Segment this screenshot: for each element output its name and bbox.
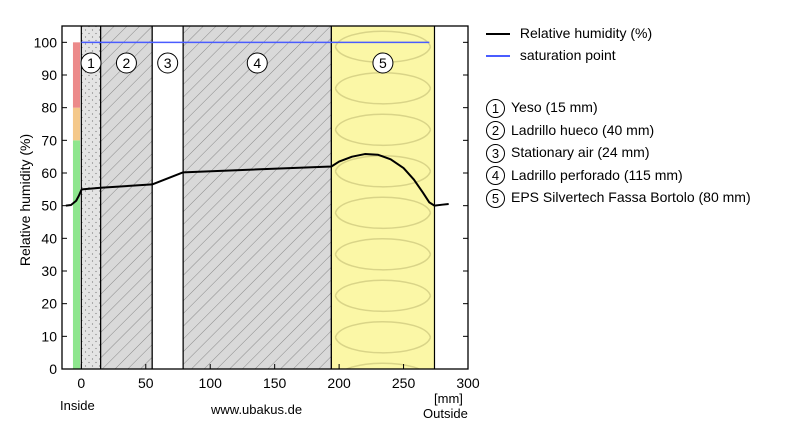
layer-number-badge: 3 xyxy=(486,143,505,163)
y-tick-label: 20 xyxy=(41,296,57,312)
layer-number-text: 5 xyxy=(379,55,387,71)
y-tick-label: 10 xyxy=(41,328,57,344)
y-tick-label: 70 xyxy=(41,132,57,148)
layer-number-labels: 1 2 3 4 5 xyxy=(80,52,394,74)
layer-rect xyxy=(152,26,184,369)
wall-layers xyxy=(80,26,436,369)
layer-legend-item: 4 Ladrillo perforado (115 mm) xyxy=(486,164,751,187)
y-tick-label: 50 xyxy=(41,198,57,214)
layer-number-text: 1 xyxy=(87,55,95,71)
x-tick-label: 100 xyxy=(199,375,223,391)
layer-number-badge: 2 xyxy=(486,121,505,141)
outside-label: Outside xyxy=(423,406,468,421)
x-tick-label: 50 xyxy=(138,375,154,391)
layer-number-circle xyxy=(80,52,102,74)
layer-number-text: 2 xyxy=(123,55,131,71)
layer-number-badge: 5 xyxy=(486,188,505,208)
layer-number-badge: 4 xyxy=(486,166,505,186)
legend-label-saturation: saturation point xyxy=(519,47,616,63)
source-label: www.ubakus.de xyxy=(211,402,303,417)
relative-humidity-line xyxy=(65,153,449,207)
x-unit-label: [mm] xyxy=(434,391,463,406)
y-tick-label: 30 xyxy=(41,263,57,279)
y-tick-label: 60 xyxy=(41,165,57,181)
inside-label: Inside xyxy=(60,398,95,413)
risk-bands xyxy=(72,42,81,369)
y-tick-label: 0 xyxy=(49,361,57,377)
axis-ticks: 0 10 20 30 40 50 60 70 80 90 100 0 50 100 150 200 250 300 xyxy=(34,34,480,391)
legend-label-rh: Relative humidity (%) xyxy=(519,25,653,41)
layer-legend-item: 5 EPS Silvertech Fassa Bortolo (80 mm) xyxy=(486,186,751,209)
layer-legend-label: Yeso (15 mm) xyxy=(511,99,598,115)
layer-rect xyxy=(100,26,153,369)
legend-swatch-saturation xyxy=(486,55,510,58)
layer-legend-label: Ladrillo hueco (40 mm) xyxy=(511,121,655,138)
layer-legend-item: 3 Stationary air (24 mm) xyxy=(486,141,751,164)
layer-rect xyxy=(183,26,332,369)
x-tick-label: 250 xyxy=(392,375,416,391)
layer-legend-item: 1 Yeso (15 mm) xyxy=(486,96,751,119)
layer-number-text: 3 xyxy=(164,55,172,71)
x-tick-label: 300 xyxy=(456,375,480,391)
layer-number-badge: 1 xyxy=(486,98,505,118)
risk-band xyxy=(72,42,81,108)
y-tick-label: 80 xyxy=(41,100,57,116)
layer-rect xyxy=(81,26,101,369)
series-lines xyxy=(65,41,449,207)
legend-item-saturation: saturation point xyxy=(486,44,652,66)
y-axis-label: Relative humidity (%) xyxy=(17,134,33,266)
layer-number-circle xyxy=(246,52,268,74)
x-tick-label: 0 xyxy=(77,375,85,391)
y-tick-label: 40 xyxy=(41,230,57,246)
x-tick-label: 200 xyxy=(327,375,351,391)
y-tick-label: 90 xyxy=(41,67,57,83)
plot-frame xyxy=(61,25,469,370)
risk-band xyxy=(72,107,81,141)
legend-swatch-rh xyxy=(486,33,510,36)
layer-number-text: 4 xyxy=(253,55,261,71)
layer-number-circle xyxy=(372,52,394,74)
risk-band xyxy=(72,140,81,369)
legend-item-rh: Relative humidity (%) xyxy=(486,22,652,44)
layer-legend-label: Stationary air (24 mm) xyxy=(511,144,650,160)
series-legend: Relative humidity (%) saturation point xyxy=(486,22,652,66)
x-tick-label: 150 xyxy=(263,375,287,391)
layer-legend-label: Ladrillo perforado (115 mm) xyxy=(511,166,683,183)
layer-number-circle xyxy=(157,52,179,74)
y-tick-label: 100 xyxy=(34,34,58,50)
layer-legend-label: EPS Silvertech Fassa Bortolo (80 mm) xyxy=(511,189,751,205)
layer-number-circle xyxy=(115,52,137,74)
layer-legend-item: 2 Ladrillo hueco (40 mm) xyxy=(486,119,751,142)
